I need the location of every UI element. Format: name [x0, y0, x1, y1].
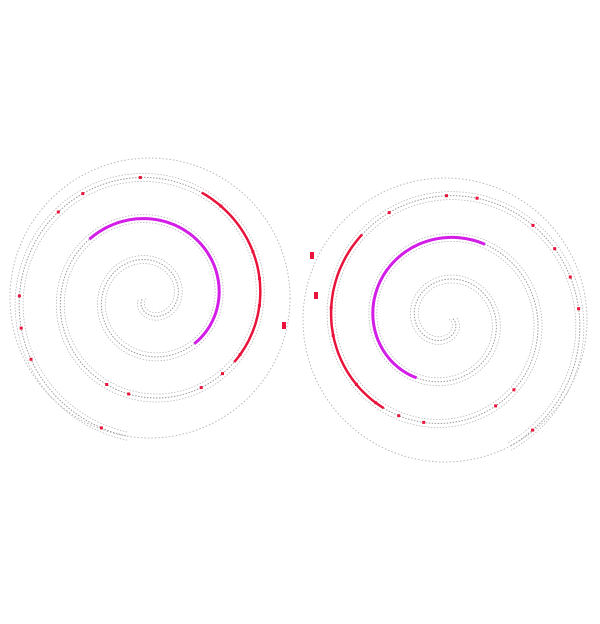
left-spiral-magenta-arc	[88, 217, 221, 345]
left-spiral-red-dot	[199, 386, 203, 390]
left-spiral-red-dot	[81, 192, 85, 196]
left-spiral-red-dot	[257, 304, 261, 308]
right-spiral-red-dot	[475, 196, 479, 200]
right-spiral-red-dot	[512, 388, 516, 392]
red-accent-layer	[17, 176, 581, 432]
right-spiral-red-dot	[374, 401, 378, 405]
right-spiral-red-dot	[553, 247, 557, 251]
left-spiral-rim	[9, 157, 291, 439]
right-spiral-band-2	[326, 191, 585, 451]
left-spiral-red-dot	[17, 294, 21, 298]
left-spiral-red-dot	[258, 277, 261, 280]
right-spiral-red-dot	[494, 404, 498, 408]
right-spiral-red-dot	[354, 382, 358, 386]
left-spiral-red-dot	[219, 204, 223, 208]
left-spiral-band-1	[18, 176, 261, 437]
left-spiral-red-dot	[251, 250, 255, 254]
left-spiral-red-dot	[19, 326, 23, 330]
right-spiral-magenta-arc	[371, 235, 486, 380]
left-spiral-red-dot	[127, 392, 131, 396]
right-spiral-red-dot	[568, 275, 572, 279]
right-spiral-red-dot	[531, 223, 535, 227]
right-spiral-red-arc	[329, 233, 385, 410]
junction-red-mark	[314, 292, 318, 299]
left-spiral-red-dot	[105, 383, 109, 386]
junction-red-mark	[282, 322, 286, 329]
junction-red-mark	[310, 252, 314, 259]
right-spiral-red-dot	[445, 194, 448, 198]
dotted-spiral-layer	[9, 157, 588, 463]
left-spiral-red-dot	[29, 357, 33, 361]
right-spiral-red-dot	[329, 306, 333, 310]
left-spiral-red-dot	[56, 210, 60, 214]
right-spiral-rim	[302, 177, 588, 463]
right-spiral-red-dot	[577, 307, 581, 311]
left-spiral-red-dot	[138, 176, 142, 179]
right-spiral-red-dot	[387, 211, 391, 215]
left-spiral-band-0	[22, 181, 257, 433]
right-spiral-red-dot	[331, 334, 335, 337]
left-spiral-red-dot	[238, 353, 242, 357]
magenta-accent-layer	[88, 217, 486, 380]
right-spiral-red-dot	[531, 428, 535, 432]
right-spiral-red-dot	[422, 420, 426, 424]
left-spiral-red-arc	[201, 191, 262, 363]
left-spiral-red-dot	[99, 426, 103, 430]
left-spiral-red-dot	[221, 372, 224, 376]
right-spiral-red-dot	[397, 414, 401, 418]
